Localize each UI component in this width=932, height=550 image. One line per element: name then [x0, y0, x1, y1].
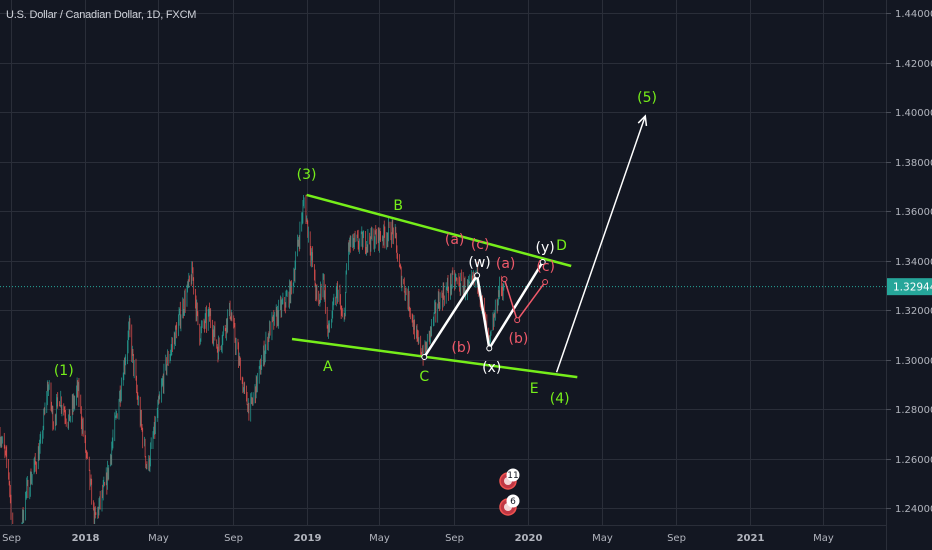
x-tick-label: Sep [445, 533, 464, 544]
x-tick-label: 2020 [515, 533, 543, 544]
y-tick-label: 1.32000 [895, 306, 932, 317]
x-tick-label: May [592, 533, 613, 544]
symbol-title: U.S. Dollar / Canadian Dollar, 1D, FXCM [6, 9, 197, 21]
trendline-projection[interactable] [555, 115, 647, 373]
earnings-c-icon[interactable]: 11 [499, 468, 520, 490]
wave-label: (5) [637, 90, 657, 106]
trendline-wxy[interactable] [423, 261, 544, 358]
wave-label: (3) [297, 167, 317, 183]
wave-label: (a) [445, 232, 465, 248]
price-axis[interactable]: 1.24000 1.26000 1.28000 1.30000 1.32000 1.340… [886, 9, 932, 515]
anchor-point[interactable] [486, 345, 493, 352]
x-tick-label: Sep [2, 533, 21, 544]
y-tick-label: 1.42000 [895, 59, 932, 70]
x-tick-label: 2019 [294, 533, 322, 544]
wave-label: (x) [482, 360, 501, 376]
anchor-point[interactable] [474, 272, 481, 279]
wave-label: C [419, 369, 429, 385]
wave-label: (4) [550, 391, 570, 407]
x-tick-label: Sep [667, 533, 686, 544]
x-tick-label: May [813, 533, 834, 544]
trendline-lower[interactable] [291, 337, 578, 379]
wave-labels: (1)(3)BAC(a) (c)(w) (a)(b)(b)(x)(y) D(c)E(4… [54, 90, 657, 407]
wave-label: E [530, 381, 539, 397]
wave-label: (c) [536, 259, 555, 275]
x-tick-label: 2021 [737, 533, 765, 544]
wave-label: (b) [451, 340, 471, 356]
badge [506, 494, 520, 508]
y-tick-label: 1.28000 [895, 405, 932, 416]
anchor-point[interactable] [421, 354, 428, 361]
anchor-point[interactable] [542, 279, 549, 286]
wave-label: B [393, 198, 403, 214]
anchor-point[interactable] [501, 276, 508, 283]
wave-label: D [556, 238, 567, 254]
y-tick-label: 1.34000 [895, 257, 932, 268]
wave-label: (y) [535, 240, 554, 256]
wave-label: (a) [496, 256, 516, 272]
x-tick-label: May [148, 533, 169, 544]
flag-icon[interactable]: 6 [499, 494, 520, 516]
wave-label: (w) [468, 255, 490, 271]
last-price-value: 1.32944 [893, 282, 932, 294]
candles [0, 194, 505, 524]
y-tick-label: 1.38000 [895, 158, 932, 169]
wave-label: A [323, 359, 333, 375]
anchor-point[interactable] [539, 259, 546, 266]
time-axis[interactable]: Sep 2018 May Sep 2019 May Sep 2020 May Sep 2021 May [2, 533, 834, 544]
y-tick-label: 1.24000 [895, 504, 932, 515]
arrow-head-icon [637, 114, 648, 126]
y-tick-label: 1.26000 [895, 455, 932, 466]
y-tick-label: 1.36000 [895, 207, 932, 218]
drawings[interactable] [291, 114, 648, 379]
anchor-point[interactable] [514, 317, 521, 324]
wave-label: (c) [471, 237, 490, 253]
trendline-upper[interactable] [306, 193, 572, 268]
wave-label: (1) [54, 363, 74, 379]
last-price-label: 1.32944 [887, 278, 932, 296]
event-count: 6 [510, 497, 516, 507]
wave-label: (b) [508, 331, 528, 347]
event-count: 11 [507, 471, 518, 481]
y-tick-label: 1.44000 [895, 9, 932, 20]
y-tick-label: 1.40000 [895, 108, 932, 119]
x-tick-label: 2018 [72, 533, 100, 544]
x-tick-label: May [369, 533, 390, 544]
events[interactable]: 11 6 [499, 468, 520, 516]
grid [0, 0, 886, 525]
y-tick-label: 1.30000 [895, 356, 932, 367]
x-tick-label: Sep [224, 533, 243, 544]
badge [506, 468, 520, 482]
